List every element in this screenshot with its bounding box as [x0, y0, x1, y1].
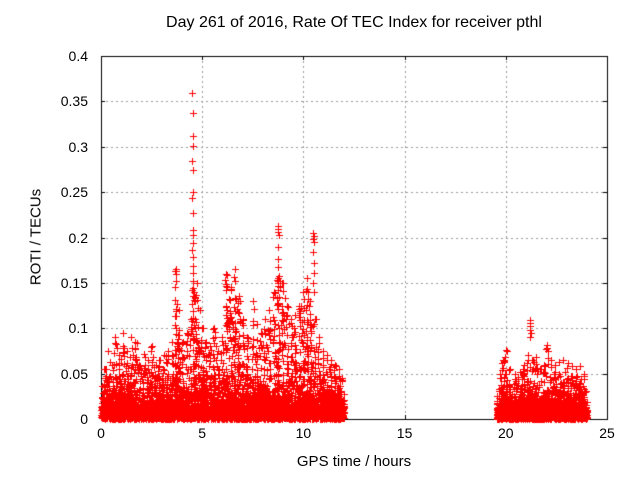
- y-tick-label: 0.25: [60, 184, 88, 201]
- x-tick-label: 10: [295, 425, 312, 441]
- x-tick-label: 25: [599, 425, 615, 441]
- y-tick-label: 0.2: [68, 229, 88, 246]
- x-axis-label: GPS time / hours: [296, 453, 412, 470]
- y-tick-label: 0.3: [68, 138, 88, 155]
- x-tick-label: 5: [198, 425, 207, 441]
- x-tick-label: 0: [97, 425, 105, 441]
- y-tick-label: 0.35: [60, 93, 88, 110]
- y-tick-label: 0.1: [68, 320, 88, 337]
- chart-title: Day 261 of 2016, Rate Of TEC Index for r…: [166, 14, 542, 31]
- y-tick-label: 0: [80, 411, 88, 427]
- x-tick-label: 15: [396, 425, 413, 441]
- y-tick-label: 0.05: [60, 365, 88, 382]
- y-tick-label: 0.4: [68, 48, 88, 64]
- x-tick-label: 20: [498, 425, 514, 441]
- y-tick-label: 0.15: [60, 274, 88, 291]
